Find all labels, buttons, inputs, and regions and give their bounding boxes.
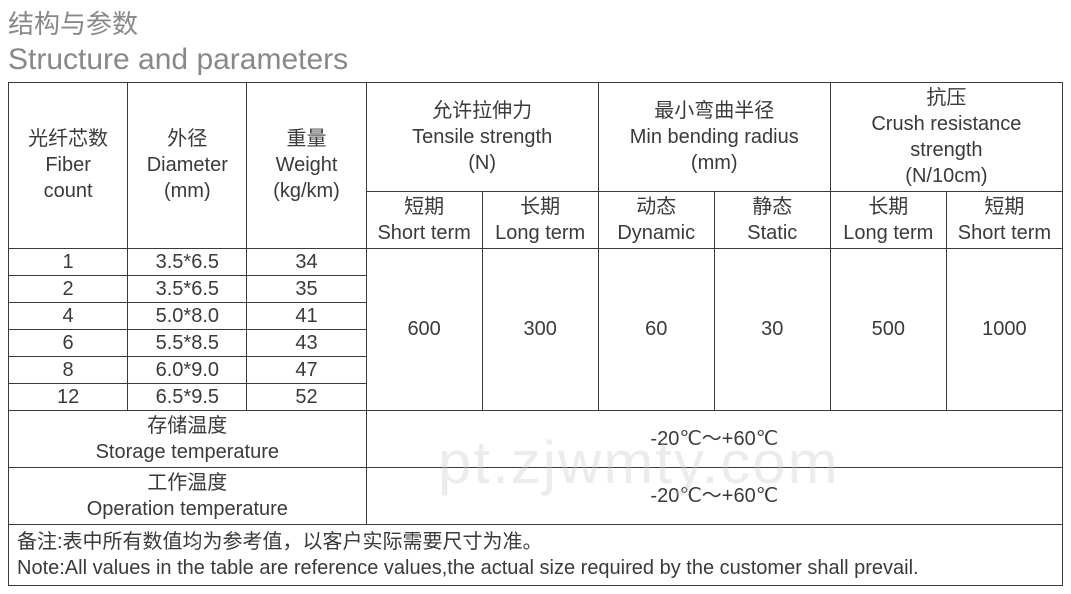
operation-label: 工作温度 Operation temperature: [9, 467, 367, 524]
cell-weight: 47: [247, 356, 366, 383]
cell-count: 1: [9, 248, 128, 275]
cell-weight: 52: [247, 383, 366, 410]
header-bending-static: 静态 Static: [714, 191, 830, 248]
cell-count: 12: [9, 383, 128, 410]
note-cell: 备注:表中所有数值均为参考值，以客户实际需要尺寸为准。 Note:All val…: [9, 524, 1063, 585]
cell-bending-static: 30: [714, 248, 830, 410]
header-crush-long: 长期 Long term: [830, 191, 946, 248]
data-row-1: 1 3.5*6.5 34 600 300 60 30 500 1000: [9, 248, 1063, 275]
title-en: Structure and parameters: [8, 42, 1063, 78]
header-row-1: 光纤芯数 Fiber count 外径 Diameter (mm) 重量 Wei…: [9, 82, 1063, 191]
header-diameter: 外径 Diameter (mm): [128, 82, 247, 248]
cell-diameter: 3.5*6.5: [128, 275, 247, 302]
header-tensile-long: 长期 Long term: [482, 191, 598, 248]
note-row: 备注:表中所有数值均为参考值，以客户实际需要尺寸为准。 Note:All val…: [9, 524, 1063, 585]
header-crush-short: 短期 Short term: [946, 191, 1062, 248]
header-weight: 重量 Weight (kg/km): [247, 82, 366, 248]
cell-bending-dynamic: 60: [598, 248, 714, 410]
header-bending-dynamic: 动态 Dynamic: [598, 191, 714, 248]
cell-count: 8: [9, 356, 128, 383]
cell-crush-long: 500: [830, 248, 946, 410]
cell-diameter: 5.0*8.0: [128, 302, 247, 329]
cell-weight: 43: [247, 329, 366, 356]
header-crush: 抗压 Crush resistance strength (N/10cm): [830, 82, 1062, 191]
page-container: 结构与参数 Structure and parameters 光纤芯数 Fibe…: [8, 8, 1063, 586]
header-tensile-short: 短期 Short term: [366, 191, 482, 248]
cell-weight: 35: [247, 275, 366, 302]
storage-value: -20℃～+60℃: [366, 410, 1062, 467]
header-bending: 最小弯曲半径 Min bending radius (mm): [598, 82, 830, 191]
storage-row: 存储温度 Storage temperature -20℃～+60℃: [9, 410, 1063, 467]
cell-diameter: 6.0*9.0: [128, 356, 247, 383]
operation-value: -20℃～+60℃: [366, 467, 1062, 524]
operation-row: 工作温度 Operation temperature -20℃～+60℃: [9, 467, 1063, 524]
cell-count: 2: [9, 275, 128, 302]
cell-weight: 41: [247, 302, 366, 329]
header-tensile: 允许拉伸力 Tensile strength (N): [366, 82, 598, 191]
cell-count: 6: [9, 329, 128, 356]
cell-diameter: 3.5*6.5: [128, 248, 247, 275]
title-cn: 结构与参数: [8, 8, 1063, 42]
spec-table: 光纤芯数 Fiber count 外径 Diameter (mm) 重量 Wei…: [8, 82, 1063, 586]
storage-label: 存储温度 Storage temperature: [9, 410, 367, 467]
cell-tensile-short: 600: [366, 248, 482, 410]
cell-count: 4: [9, 302, 128, 329]
header-fiber-count: 光纤芯数 Fiber count: [9, 82, 128, 248]
cell-diameter: 5.5*8.5: [128, 329, 247, 356]
cell-tensile-long: 300: [482, 248, 598, 410]
cell-weight: 34: [247, 248, 366, 275]
cell-diameter: 6.5*9.5: [128, 383, 247, 410]
cell-crush-short: 1000: [946, 248, 1062, 410]
